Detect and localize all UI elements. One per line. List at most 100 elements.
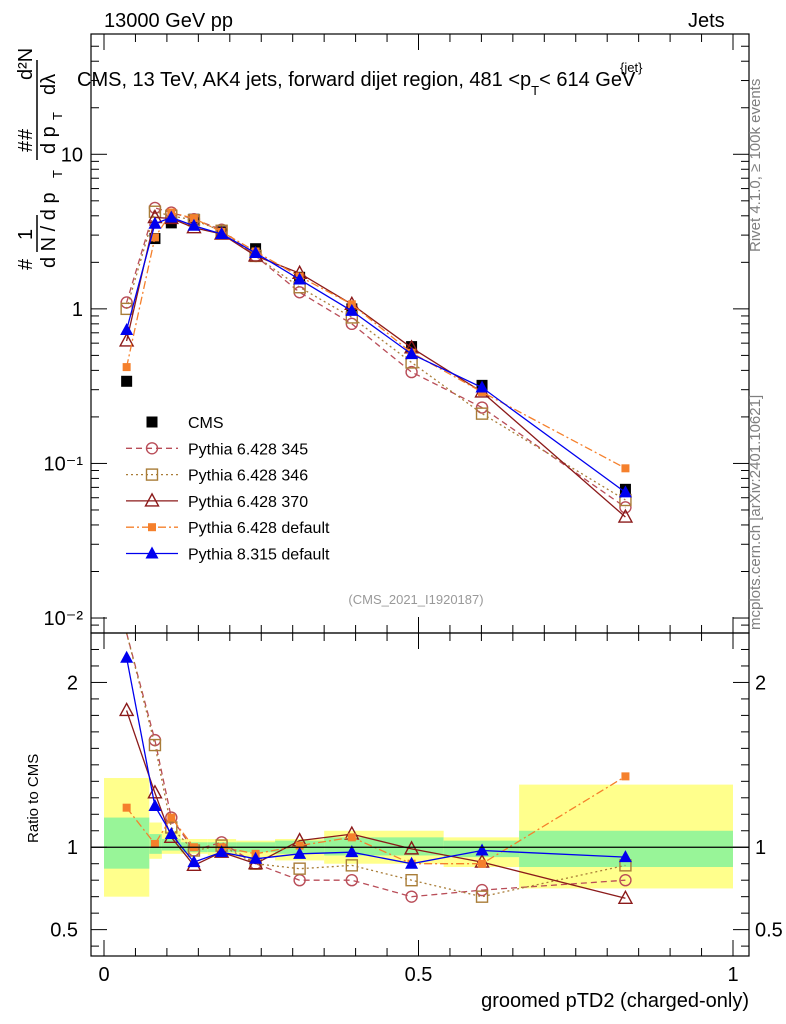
series-main-pythia-6-428-346 [120, 205, 632, 507]
data-point [405, 873, 418, 887]
svg-text:#: # [15, 258, 37, 270]
header-beam-energy: 13000 GeV pp [104, 10, 233, 32]
ratio-ytick-label-right: 0.5 [755, 920, 783, 942]
data-point [405, 347, 419, 360]
ratio-panel-frame [90, 632, 750, 957]
series-line [125, 632, 626, 898]
svg-text:d N / d p: d N / d p [38, 192, 60, 268]
data-point [475, 380, 489, 393]
ratio-ytick-label-right: 1 [755, 837, 766, 859]
data-point [120, 650, 134, 663]
data-point [345, 303, 359, 316]
data-point [475, 407, 489, 420]
ratio-ytick-label: 1 [67, 837, 78, 859]
legend-marker [145, 546, 159, 559]
band-inner-2 [161, 838, 181, 851]
band-inner-0 [104, 817, 150, 869]
svg-text:#: # [15, 128, 37, 140]
data-point [249, 245, 263, 258]
data-point [187, 855, 201, 868]
legend-entry: Pythia 8.315 default [126, 546, 330, 564]
data-point [618, 485, 632, 498]
title-text-b: < 614 GeV [539, 69, 636, 91]
data-point [293, 862, 306, 875]
side-label-mcplots: mcplots.cern.ch [arXiv:2401.10621] [747, 394, 764, 630]
data-point [475, 843, 489, 856]
data-point [621, 772, 630, 781]
data-point [150, 233, 159, 242]
data-point [619, 501, 632, 514]
data-point [150, 839, 159, 848]
data-point [215, 845, 229, 858]
data-point [293, 272, 307, 285]
data-point [293, 846, 307, 859]
x-axis-label: groomed pTD2 (charged-only) [481, 990, 749, 1012]
legend-label: Pythia 6.428 default [188, 520, 330, 537]
data-point [295, 841, 304, 850]
data-point [345, 317, 359, 331]
series-line [125, 632, 626, 898]
legend-label: Pythia 6.428 370 [188, 494, 308, 511]
legend-marker [144, 492, 160, 507]
series-ratio-pythia-8-315-default [120, 650, 632, 869]
legend: CMS Pythia 6.428 345 Pythia 6.428 346 Pythi… [126, 415, 330, 564]
data-point [167, 813, 176, 822]
legend-marker [146, 416, 158, 428]
data-point [148, 216, 162, 229]
data-point [475, 890, 489, 903]
data-point [618, 850, 632, 863]
data-point [148, 799, 162, 812]
main-ytick-label: 10⁻² [44, 608, 84, 630]
xtick-label: 1 [727, 964, 738, 986]
data-point [164, 827, 178, 840]
data-point [617, 508, 634, 523]
data-point [403, 840, 420, 855]
data-point [345, 859, 359, 872]
main-ytick-label: 10 [61, 144, 83, 166]
data-point [148, 738, 162, 752]
title-sub-t: T [531, 83, 539, 98]
data-point [478, 859, 487, 868]
data-point [164, 210, 178, 223]
data-point [118, 332, 135, 347]
data-point [617, 889, 634, 905]
legend-label: CMS [188, 415, 224, 432]
title-superscript-jet: {jet} [620, 60, 643, 75]
series-main-pythia-8-315-default [120, 210, 632, 498]
main-ytick-label: 10⁻¹ [44, 453, 84, 475]
data-point [121, 375, 133, 387]
plot-title: CMS, 13 TeV, AK4 jets, forward dijet reg… [77, 69, 636, 98]
data-point [122, 363, 131, 372]
y-axis-label-main: # 1 d N / d p T # # d²N d p T dλ [15, 48, 65, 270]
data-point [120, 322, 134, 335]
data-point [405, 856, 419, 869]
data-point [406, 341, 418, 353]
legend-entry: Pythia 6.428 345 [126, 441, 308, 458]
data-point [122, 803, 131, 812]
ratio-ytick-label: 0.5 [50, 920, 78, 942]
legend-marker [148, 523, 156, 532]
ratio-ytick-label-right: 2 [755, 672, 766, 694]
data-point [215, 227, 229, 240]
series-main-pythia-6-428-345 [120, 201, 632, 514]
main-panel-frame [90, 33, 750, 634]
data-point [475, 883, 489, 897]
data-point [405, 890, 418, 903]
legend-label: Pythia 6.428 346 [188, 468, 308, 485]
svg-text:dλ: dλ [38, 74, 60, 95]
data-point [189, 214, 198, 223]
legend-label: Pythia 8.315 default [188, 547, 330, 564]
data-point [118, 701, 135, 717]
side-label-rivet: Rivet 4.1.0, ≥ 100k events [747, 78, 764, 252]
legend-marker [145, 442, 159, 455]
ratio-ytick-label: 2 [67, 672, 78, 694]
svg-text:#: # [15, 140, 37, 152]
svg-text:1: 1 [15, 229, 37, 240]
data-point [187, 218, 201, 231]
legend-entry: Pythia 6.428 370 [126, 492, 308, 511]
svg-text:d p: d p [38, 126, 60, 154]
data-point [621, 464, 630, 473]
series-line [125, 210, 626, 501]
data-point [165, 811, 178, 824]
